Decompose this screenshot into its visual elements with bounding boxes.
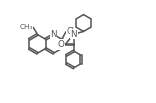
Text: CH₃: CH₃ [19, 24, 33, 30]
Text: Cl: Cl [67, 27, 74, 36]
Text: O: O [58, 40, 65, 49]
Text: N: N [50, 30, 57, 39]
Text: N: N [71, 30, 77, 39]
